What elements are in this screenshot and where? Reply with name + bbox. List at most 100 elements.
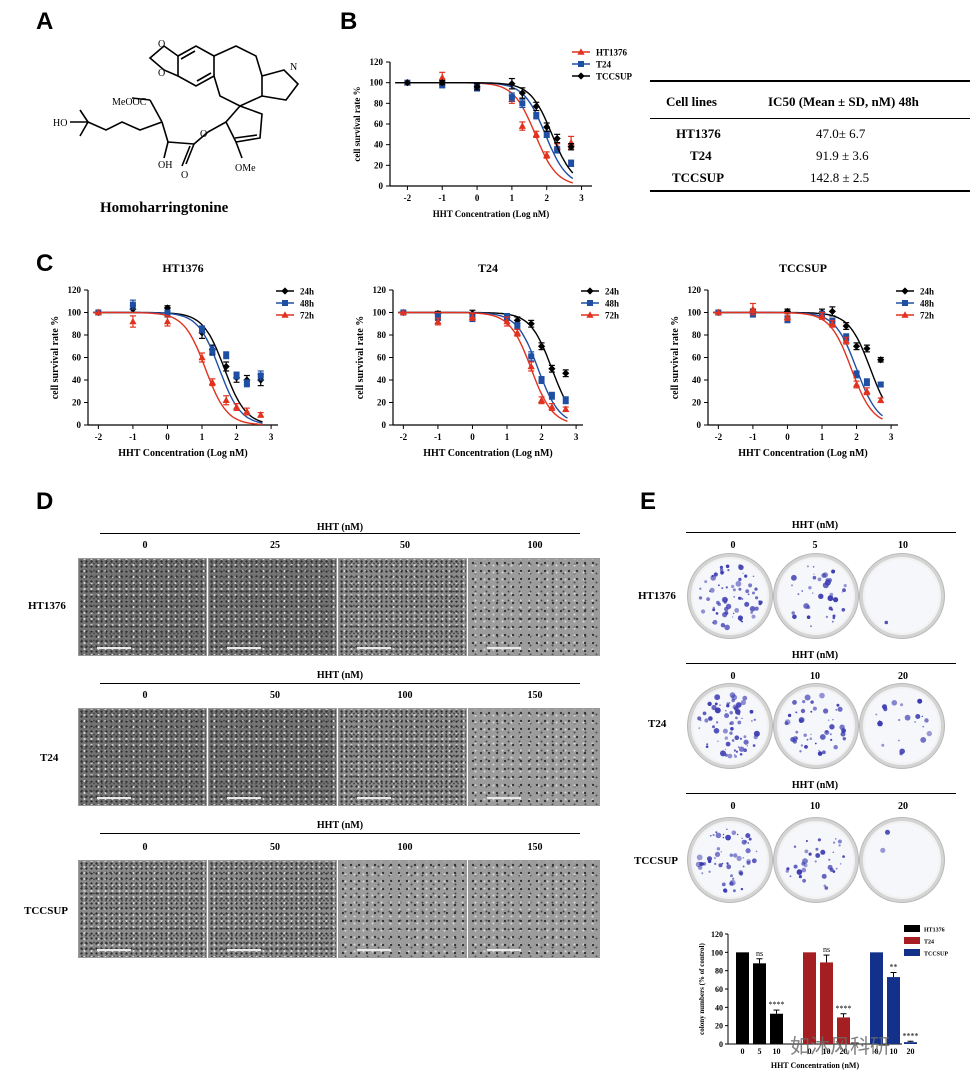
colony <box>747 842 750 844</box>
colony <box>711 574 714 578</box>
y-tick-label: 120 <box>711 930 723 939</box>
dose-label: 25 <box>270 540 280 551</box>
panel-letter-a: A <box>36 8 54 35</box>
chart-title: TCCSUP <box>779 261 827 275</box>
colony <box>725 603 732 610</box>
colony <box>744 601 750 607</box>
colony <box>714 851 721 857</box>
colony <box>924 718 929 723</box>
y-tick-label: 20 <box>715 1022 723 1031</box>
colony <box>793 864 798 869</box>
y-tick-label: 20 <box>377 398 387 408</box>
chart-title: T24 <box>478 261 498 275</box>
colony <box>709 587 715 593</box>
y-tick-label: 100 <box>373 308 387 318</box>
colony <box>725 741 731 747</box>
triangle-marker <box>586 311 594 318</box>
colony <box>755 596 759 600</box>
colony <box>812 706 817 711</box>
square-marker <box>578 61 584 67</box>
colony <box>793 845 797 848</box>
colony <box>702 862 707 866</box>
scale-bar <box>357 797 391 799</box>
triangle-marker <box>863 387 871 395</box>
colony <box>735 750 738 753</box>
triangle-marker <box>243 407 251 415</box>
bar <box>870 952 883 1044</box>
colony <box>727 569 730 572</box>
colony <box>810 625 812 628</box>
colony <box>729 711 733 715</box>
x-tick-label: 2 <box>234 432 239 442</box>
square-marker <box>548 392 555 399</box>
triangle-marker <box>548 403 556 410</box>
colony <box>838 844 841 847</box>
square-marker <box>568 160 575 167</box>
colony <box>814 860 817 863</box>
colony <box>832 719 834 721</box>
dose-label: 50 <box>270 842 280 853</box>
square-marker <box>587 300 593 306</box>
colony <box>815 847 819 851</box>
x-tick-label: -2 <box>404 193 412 203</box>
legend-label: HT1376 <box>596 48 628 58</box>
colony <box>742 865 745 868</box>
microscopy-image <box>208 860 337 958</box>
colony <box>725 834 731 841</box>
colony <box>731 739 735 742</box>
diamond-marker <box>877 356 885 364</box>
colony <box>707 856 712 862</box>
colony <box>720 623 726 628</box>
colony <box>837 839 842 844</box>
y-tick-label: 40 <box>692 375 702 385</box>
colony <box>745 848 751 854</box>
colony <box>828 858 831 861</box>
microscopy-image <box>468 860 600 958</box>
colony <box>806 605 811 609</box>
colony <box>715 832 722 839</box>
colony <box>791 611 795 615</box>
colony <box>747 593 750 596</box>
triangle-marker <box>877 396 885 404</box>
colony <box>731 830 737 836</box>
chart-title: HT1376 <box>162 261 203 275</box>
x-tick-label: -2 <box>400 432 408 442</box>
colony <box>699 862 704 866</box>
colony <box>732 616 734 618</box>
y-tick-label: 80 <box>715 967 723 976</box>
colony <box>715 831 718 834</box>
y-tick-label: 60 <box>374 119 384 129</box>
dose-label: 100 <box>397 690 413 701</box>
colony <box>804 745 808 749</box>
dose-label: 10 <box>810 671 820 682</box>
watermark-text: 如沐风科研 <box>790 1034 890 1058</box>
triangle-marker <box>543 151 551 158</box>
y-tick-label: 60 <box>692 353 702 363</box>
series-72h <box>713 302 885 420</box>
triangle-marker <box>434 317 442 325</box>
ic50-header-value: IC50 (Mean ± SD, nM) 48h <box>768 94 919 109</box>
colony <box>825 615 829 619</box>
y-tick-label: 20 <box>374 160 384 170</box>
x-tick-label: 1 <box>505 432 510 442</box>
colony <box>716 847 721 851</box>
colony <box>831 620 834 623</box>
x-tick-label: 3 <box>574 432 579 442</box>
bar <box>904 1042 917 1044</box>
colony <box>705 745 709 748</box>
colony <box>790 737 796 742</box>
square-marker <box>902 300 908 306</box>
triangle-marker <box>901 311 909 318</box>
significance-label: **** <box>769 1000 785 1009</box>
triangle-marker <box>232 403 241 410</box>
y-tick-label: 40 <box>72 375 82 385</box>
scale-bar <box>97 797 131 799</box>
y-axis-label: cell survival rate % <box>50 316 61 400</box>
triangle-marker <box>222 396 230 404</box>
colony <box>875 713 878 716</box>
square-marker <box>233 372 240 379</box>
x-tick-label: 0 <box>475 193 480 203</box>
legend-label: 48h <box>920 299 934 309</box>
y-tick-label: 0 <box>382 420 387 430</box>
colony <box>827 719 830 721</box>
